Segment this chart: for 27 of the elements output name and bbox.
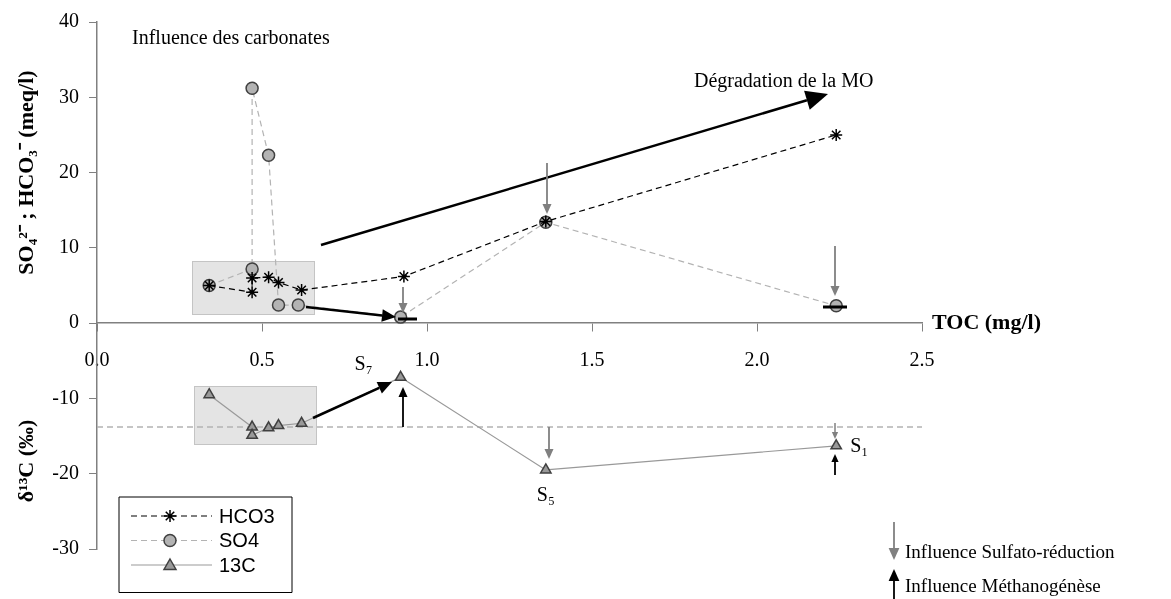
annotation: S₁ bbox=[850, 434, 869, 457]
x-tick-label: 1.5 bbox=[579, 348, 605, 371]
annotation: Dégradation de la MO bbox=[694, 69, 874, 92]
legend-label: HCO3 bbox=[219, 504, 275, 527]
text: Influence Méthanogénèse bbox=[905, 575, 1101, 596]
y-tick-label: 20 bbox=[59, 159, 79, 182]
x-tick-label: 2.5 bbox=[909, 348, 935, 371]
x-tick-label: 2.0 bbox=[744, 348, 770, 371]
x-tick-label: 0.0 bbox=[84, 348, 110, 371]
y-tick-label: 40 bbox=[59, 9, 79, 32]
text: δ¹³C (‰) bbox=[12, 419, 38, 503]
x-tick-label: 1.0 bbox=[414, 348, 440, 371]
x-axis-title: TOC (mg/l) bbox=[932, 308, 1041, 334]
annotation: S₅ bbox=[536, 483, 555, 506]
y-tick-label: 10 bbox=[59, 235, 79, 258]
legend-label: SO4 bbox=[219, 529, 260, 552]
annotation: S₇ bbox=[354, 351, 373, 374]
annotation: Influence des carbonates bbox=[132, 26, 330, 48]
y-tick-label: -10 bbox=[52, 385, 79, 408]
y-tick-label: -30 bbox=[52, 536, 79, 559]
y-tick-label: 0 bbox=[69, 310, 79, 333]
y-tick-label: -20 bbox=[52, 460, 79, 483]
x-tick-label: 0.5 bbox=[249, 348, 275, 371]
legend-label: 13C bbox=[219, 553, 256, 576]
y-axis-title: SO₄²⁻ ; HCO₃⁻ (meq/l) bbox=[12, 70, 38, 275]
annotation: Influence Sulfato-réduction bbox=[905, 541, 1115, 562]
y-tick-label: 30 bbox=[59, 84, 79, 107]
